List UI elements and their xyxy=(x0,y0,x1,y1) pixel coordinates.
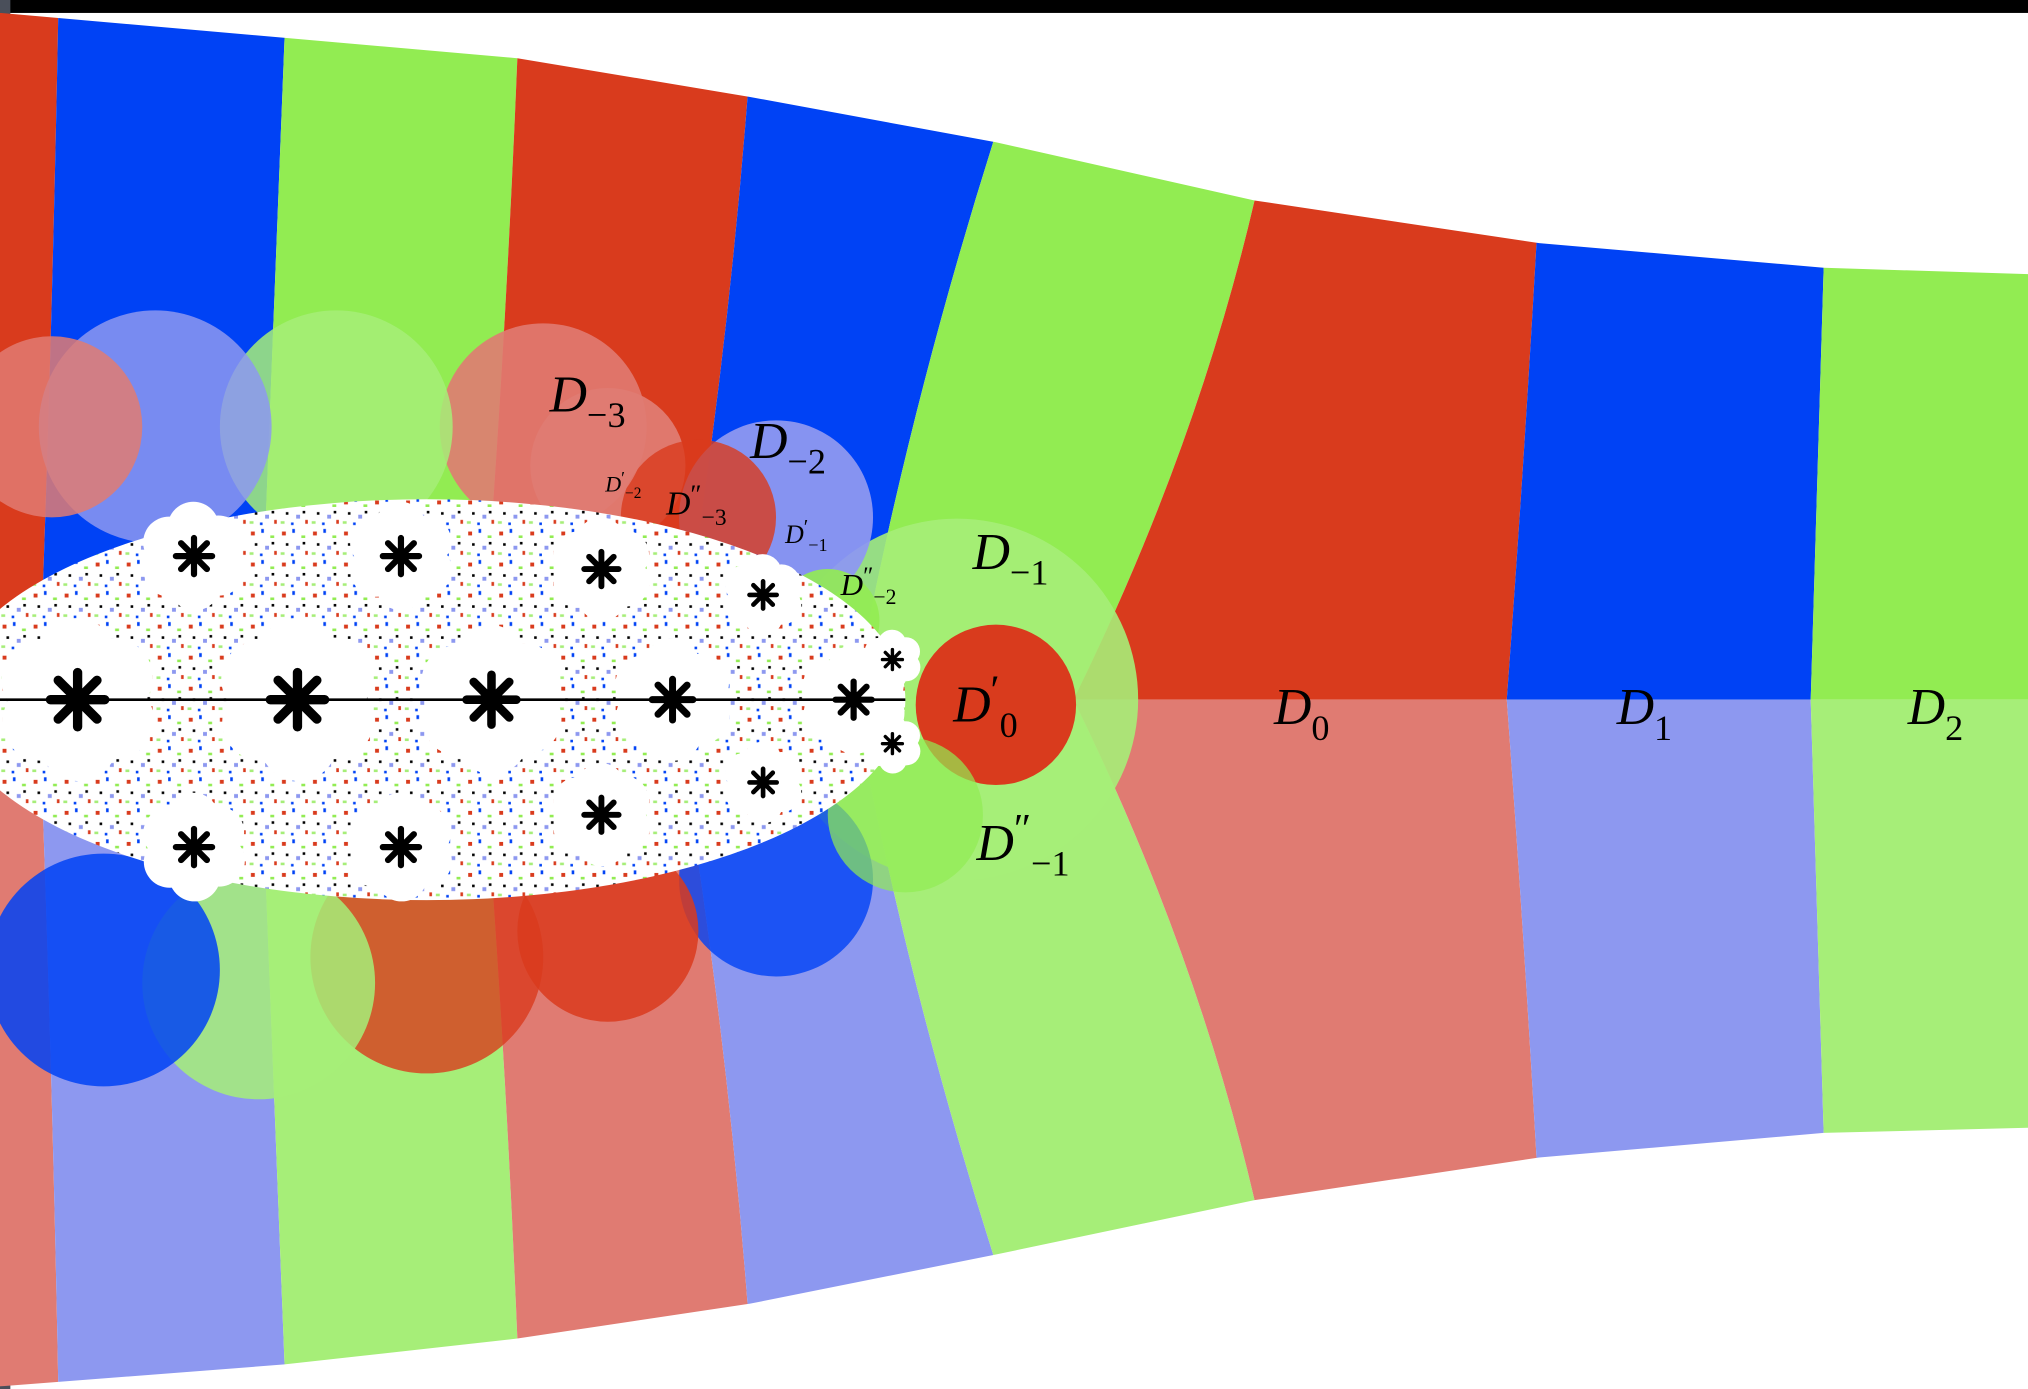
label-sub: −1 xyxy=(1010,553,1049,593)
star xyxy=(383,538,419,574)
star xyxy=(882,650,902,670)
label-prime: ″ xyxy=(690,479,701,509)
label-sub: 0 xyxy=(1000,705,1018,745)
star xyxy=(176,829,212,865)
label-sub: −3 xyxy=(587,395,626,435)
label-sub: −1 xyxy=(808,535,827,555)
label-sub: −2 xyxy=(873,585,896,609)
top-border xyxy=(0,0,2028,13)
diagram: D−3D−2D′−2D″−3D′−1D″−2D−1D′0D0D1D2D″−1 xyxy=(0,0,2028,1389)
label-sub: −2 xyxy=(625,485,641,502)
star xyxy=(584,798,618,832)
label-prime: ′ xyxy=(991,667,1000,713)
star xyxy=(176,538,212,574)
label-base: D xyxy=(604,471,621,496)
label-base: D xyxy=(549,366,587,423)
label-base: D xyxy=(1273,679,1311,736)
star xyxy=(584,552,618,586)
star xyxy=(750,581,777,608)
star xyxy=(383,829,419,865)
page: {"labels": [ {"base": "D", "sub": "−3"},… xyxy=(0,0,2028,1389)
star xyxy=(882,734,902,754)
label-sub: 1 xyxy=(1654,708,1672,748)
label-sub: 0 xyxy=(1311,708,1329,748)
label-sub: −3 xyxy=(702,505,727,531)
label-prime: ″ xyxy=(863,563,873,590)
label-sub: −1 xyxy=(1031,844,1070,884)
label-base: D xyxy=(665,486,690,523)
label-base: D xyxy=(1616,679,1654,736)
label-base: D xyxy=(749,413,787,470)
label-prime: ″ xyxy=(1014,805,1031,851)
label-sub: −2 xyxy=(788,441,827,481)
label-base: D xyxy=(784,520,804,549)
label-base: D xyxy=(975,815,1013,872)
label-base: D xyxy=(840,567,863,602)
star xyxy=(750,769,777,796)
label-base: D xyxy=(952,677,990,734)
label-base: D xyxy=(972,524,1010,581)
label-sub: 2 xyxy=(1945,708,1963,748)
label-base: D xyxy=(1907,679,1945,736)
